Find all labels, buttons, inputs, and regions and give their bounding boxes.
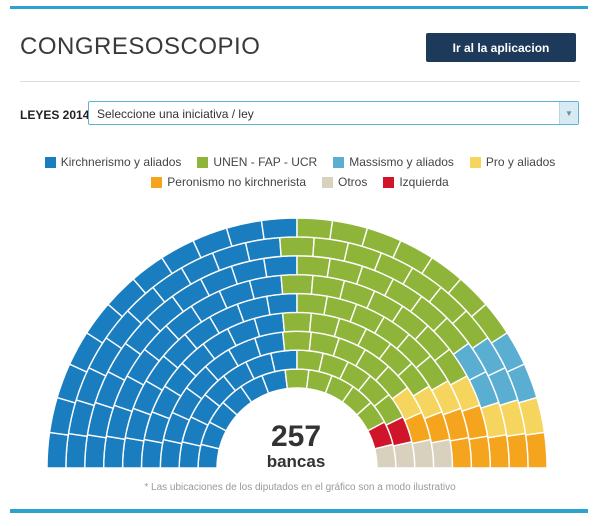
- legend-label: Peronismo no kirchnerista: [167, 175, 306, 189]
- legend-swatch: [383, 176, 395, 188]
- seat: [102, 435, 126, 469]
- legend-item-peronismo: Peronismo no kirchnerista: [151, 175, 306, 189]
- seat: [280, 273, 314, 295]
- seat: [263, 255, 298, 278]
- legend-swatch: [197, 156, 209, 168]
- legend-swatch: [151, 176, 163, 188]
- legend-item-izquierda: Izquierda: [383, 175, 449, 189]
- legend-row-2: Peronismo no kirchnerista Otros Izquierd…: [0, 172, 600, 192]
- legend-item-otros: Otros: [322, 175, 367, 189]
- seat: [84, 434, 107, 469]
- chevron-down-icon[interactable]: ▼: [559, 102, 578, 124]
- legend-item-pro: Pro y aliados: [469, 155, 556, 169]
- legend-label: Massismo y aliados: [349, 155, 454, 169]
- seat: [284, 368, 310, 390]
- seat: [281, 330, 313, 352]
- top-accent-bar: [10, 6, 588, 9]
- law-select[interactable]: Seleccione una iniciativa / ley ▼: [88, 101, 579, 125]
- seat: [46, 431, 70, 469]
- page-title: CONGRESOSCOPIO: [20, 33, 261, 60]
- seat: [281, 311, 313, 333]
- legend-label: Kirchnerismo y aliados: [60, 155, 182, 169]
- seat: [392, 440, 416, 469]
- legend-swatch: [322, 176, 333, 188]
- legend-item-massismo: Massismo y aliados: [333, 155, 454, 169]
- legend: Kirchnerismo y aliados UNEN - FAP - UCR …: [0, 152, 600, 192]
- seat: [487, 434, 510, 469]
- go-to-app-button[interactable]: Ir al la aplicacion: [426, 33, 576, 62]
- legend-row-1: Kirchnerismo y aliados UNEN - FAP - UCR …: [0, 152, 600, 172]
- laws-select-label: LEYES 2014:: [20, 108, 94, 122]
- footnote: * Las ubicaciones de los diputados en el…: [144, 482, 456, 493]
- law-select-value: Seleccione una iniciativa / ley: [97, 107, 254, 121]
- seat: [296, 255, 331, 278]
- seat: [524, 431, 548, 469]
- bottom-accent-bar: [10, 509, 588, 513]
- legend-swatch: [469, 156, 481, 168]
- seat: [159, 438, 183, 469]
- legend-label: Pro y aliados: [485, 155, 556, 169]
- seat: [269, 349, 298, 373]
- legend-label: Izquierda: [399, 175, 449, 189]
- total-seats-count: 257: [270, 420, 322, 453]
- legend-swatch: [333, 156, 345, 168]
- legend-swatch: [44, 156, 56, 168]
- seat: [265, 292, 298, 316]
- seat: [449, 436, 473, 469]
- header-divider: [20, 81, 580, 82]
- total-seats-unit: bancas: [266, 452, 326, 471]
- seat: [468, 435, 492, 469]
- legend-item-unen: UNEN - FAP - UCR: [197, 155, 317, 169]
- seat: [260, 217, 298, 241]
- seat: [411, 438, 435, 469]
- seat: [296, 217, 334, 241]
- seat: [296, 292, 329, 316]
- seat: [506, 432, 529, 469]
- seat: [121, 436, 145, 469]
- seat: [373, 443, 397, 469]
- seat: [278, 236, 316, 258]
- legend-label: Otros: [338, 175, 368, 189]
- seat: [65, 432, 88, 469]
- legend-label: UNEN - FAP - UCR: [213, 155, 318, 169]
- seat: [430, 438, 454, 469]
- legend-item-kirchnerismo: Kirchnerismo y aliados: [44, 155, 182, 169]
- seat: [140, 438, 164, 469]
